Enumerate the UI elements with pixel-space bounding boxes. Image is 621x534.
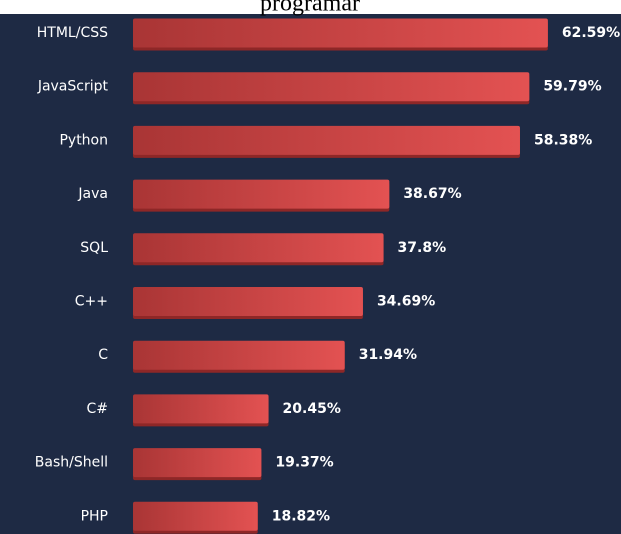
bar <box>133 18 548 48</box>
category-label: SQL <box>80 240 108 256</box>
category-label: C# <box>86 401 108 417</box>
chart-title: programar <box>260 0 360 17</box>
bar <box>133 287 363 316</box>
bar <box>133 448 262 478</box>
value-label: 37.8% <box>398 240 447 256</box>
bar <box>133 394 269 424</box>
category-label: PHP <box>81 508 108 524</box>
value-label: 18.82% <box>272 508 330 524</box>
value-label: 58.38% <box>534 132 592 148</box>
category-label: C <box>98 347 108 363</box>
bar <box>133 179 390 209</box>
value-label: 59.79% <box>543 79 601 95</box>
value-label: 62.59% <box>562 25 620 41</box>
category-label: HTML/CSS <box>37 25 108 41</box>
bar <box>133 72 530 102</box>
value-label: 38.67% <box>403 186 461 202</box>
value-label: 34.69% <box>377 294 435 310</box>
category-label: JavaScript <box>37 79 109 95</box>
bar <box>133 125 520 155</box>
category-label: Bash/Shell <box>35 455 108 471</box>
category-label: C++ <box>75 294 108 310</box>
category-label: Python <box>59 132 108 148</box>
bar <box>133 340 345 370</box>
value-label: 31.94% <box>359 347 417 363</box>
bar <box>133 501 258 531</box>
value-label: 20.45% <box>283 401 341 417</box>
value-label: 19.37% <box>275 455 333 471</box>
bar <box>133 233 384 263</box>
category-label: Java <box>77 186 108 202</box>
